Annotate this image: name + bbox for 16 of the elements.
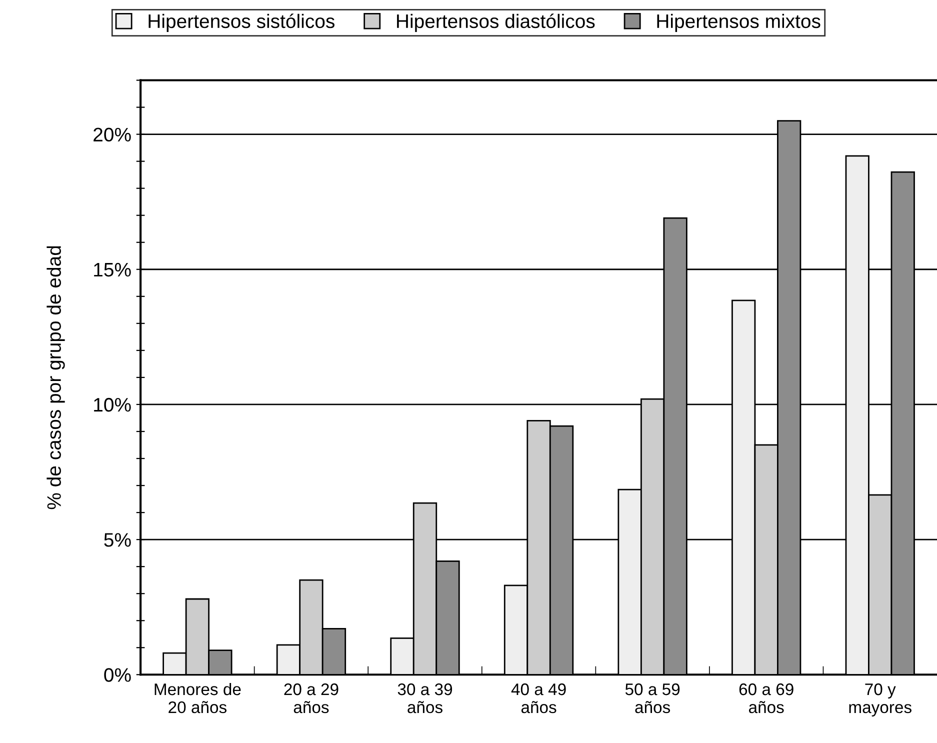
x-tick-label: 40 a 49 años [511, 683, 566, 714]
x-tick-label: Menores de 20 años [154, 682, 241, 714]
y-tick-label: 20% [94, 128, 131, 142]
legend-label: Hipertensos sistólicos [148, 14, 334, 32]
y-axis-title: % de casos por grupo de edad [46, 246, 65, 510]
x-tick-label: 50 a 59 años [625, 683, 680, 714]
legend-label: Hipertensos mixtos [657, 14, 820, 32]
x-tick-label: 30 a 39 años [398, 683, 452, 714]
x-tick-label: 20 a 29 años [284, 683, 338, 714]
y-tick-label: 0% [104, 668, 131, 682]
x-tick-label: 70 y mayores [849, 683, 912, 716]
y-tick-label: 15% [94, 262, 131, 277]
y-tick-label: 5% [104, 533, 131, 547]
x-tick-label: 60 a 69 años [739, 683, 794, 714]
legend-label: Hipertensos diastólicos [397, 14, 595, 32]
y-tick-label: 10% [94, 398, 131, 412]
